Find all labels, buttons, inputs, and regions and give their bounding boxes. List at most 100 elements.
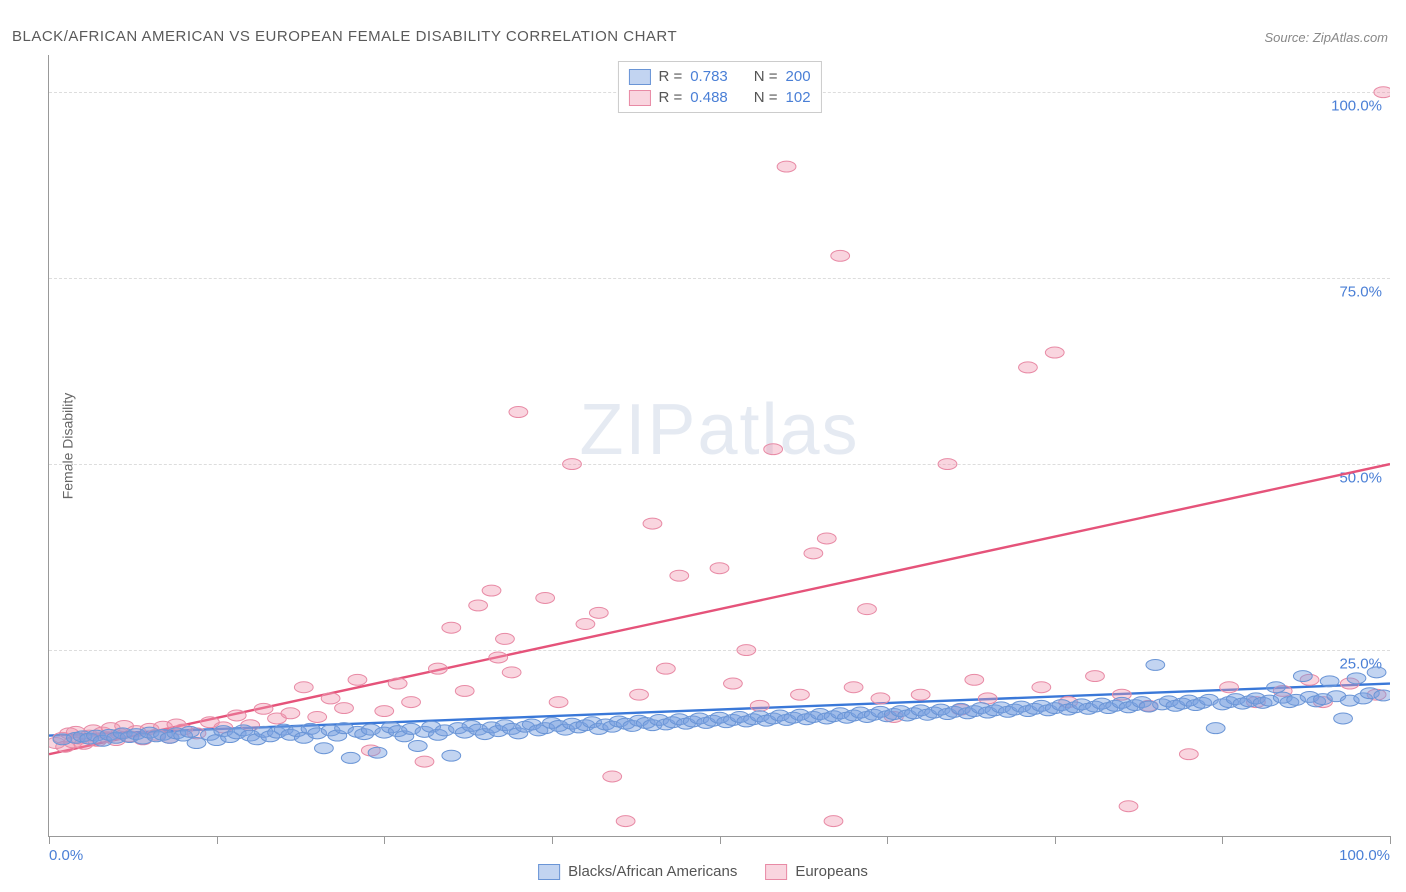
- point-europeans: [308, 712, 327, 723]
- legend-label-blacks: Blacks/African Americans: [568, 863, 737, 880]
- point-europeans: [335, 703, 354, 714]
- point-europeans: [227, 710, 246, 721]
- point-europeans: [643, 518, 662, 529]
- legend-n-blacks: 200: [786, 68, 811, 85]
- legend-swatch-b-europeans: [765, 864, 787, 880]
- point-europeans: [348, 674, 367, 685]
- point-europeans: [469, 600, 488, 611]
- point-blacks: [1320, 676, 1339, 687]
- point-europeans: [1086, 671, 1105, 682]
- point-europeans: [509, 407, 528, 418]
- point-europeans: [254, 703, 273, 714]
- point-europeans: [502, 667, 521, 678]
- point-europeans: [576, 619, 595, 630]
- point-blacks: [442, 750, 461, 761]
- x-tick-label: 0.0%: [49, 847, 83, 864]
- legend-n-label-2: N =: [754, 89, 778, 106]
- point-europeans: [1374, 87, 1390, 98]
- point-blacks: [408, 741, 427, 752]
- legend-row-europeans: R = 0.488 N = 102: [628, 87, 810, 108]
- point-europeans: [616, 816, 635, 827]
- point-blacks: [1367, 667, 1386, 678]
- chart-title: BLACK/AFRICAN AMERICAN VS EUROPEAN FEMAL…: [12, 28, 677, 45]
- point-blacks: [1267, 682, 1286, 693]
- point-europeans: [777, 161, 796, 172]
- legend-n-label: N =: [754, 68, 778, 85]
- x-tick: [384, 836, 385, 844]
- x-tick: [720, 836, 721, 844]
- legend-row-blacks: R = 0.783 N = 200: [628, 66, 810, 87]
- point-europeans: [388, 678, 407, 689]
- point-blacks: [1374, 690, 1390, 701]
- point-europeans: [911, 689, 930, 700]
- point-europeans: [630, 689, 649, 700]
- point-blacks: [1293, 671, 1312, 682]
- source-label: Source: ZipAtlas.com: [1264, 30, 1388, 45]
- point-europeans: [670, 570, 689, 581]
- legend-swatch-blacks: [628, 69, 650, 85]
- point-europeans: [844, 682, 863, 693]
- point-blacks: [368, 747, 387, 758]
- point-europeans: [415, 756, 434, 767]
- x-tick-label: 100.0%: [1339, 847, 1390, 864]
- point-europeans: [938, 459, 957, 470]
- x-tick: [1055, 836, 1056, 844]
- point-blacks: [315, 743, 334, 754]
- point-europeans: [710, 563, 729, 574]
- point-europeans: [965, 674, 984, 685]
- point-europeans: [496, 633, 515, 644]
- legend-swatch-b-blacks: [538, 864, 560, 880]
- point-europeans: [549, 697, 568, 708]
- point-blacks: [187, 738, 206, 749]
- x-tick: [1390, 836, 1391, 844]
- point-europeans: [536, 593, 555, 604]
- point-europeans: [1179, 749, 1198, 760]
- legend-bottom-europeans: Europeans: [765, 863, 868, 880]
- legend-r-europeans: 0.488: [690, 89, 728, 106]
- legend-top: R = 0.783 N = 200 R = 0.488 N = 102: [617, 61, 821, 113]
- point-europeans: [824, 816, 843, 827]
- x-tick: [1222, 836, 1223, 844]
- legend-swatch-europeans: [628, 90, 650, 106]
- point-blacks: [1206, 723, 1225, 734]
- x-tick: [49, 836, 50, 844]
- point-europeans: [1220, 682, 1239, 693]
- legend-r-label-2: R =: [658, 89, 682, 106]
- point-europeans: [1119, 801, 1138, 812]
- legend-r-blacks: 0.783: [690, 68, 728, 85]
- legend-bottom-blacks: Blacks/African Americans: [538, 863, 737, 880]
- point-europeans: [804, 548, 823, 559]
- point-europeans: [831, 250, 850, 261]
- legend-label-europeans: Europeans: [795, 863, 868, 880]
- point-europeans: [603, 771, 622, 782]
- point-europeans: [442, 622, 461, 633]
- point-europeans: [1045, 347, 1064, 358]
- legend-n-europeans: 102: [786, 89, 811, 106]
- point-europeans: [791, 689, 810, 700]
- x-tick: [887, 836, 888, 844]
- point-europeans: [764, 444, 783, 455]
- point-blacks: [341, 752, 360, 763]
- point-europeans: [294, 682, 313, 693]
- point-blacks: [1146, 659, 1165, 670]
- point-europeans: [737, 645, 756, 656]
- point-europeans: [429, 663, 448, 674]
- point-europeans: [321, 693, 340, 704]
- point-europeans: [402, 697, 421, 708]
- point-europeans: [817, 533, 836, 544]
- point-europeans: [724, 678, 743, 689]
- point-blacks: [1347, 673, 1366, 684]
- point-blacks: [180, 726, 199, 737]
- point-blacks: [1334, 713, 1353, 724]
- point-europeans: [589, 607, 608, 618]
- point-europeans: [482, 585, 501, 596]
- point-europeans: [656, 663, 675, 674]
- legend-bottom: Blacks/African Americans Europeans: [538, 863, 868, 880]
- x-tick: [217, 836, 218, 844]
- point-europeans: [1019, 362, 1038, 373]
- scatter-svg: [49, 55, 1390, 836]
- x-tick: [552, 836, 553, 844]
- plot-area: ZIPatlas R = 0.783 N = 200 R = 0.488 N =…: [48, 55, 1390, 837]
- point-europeans: [871, 693, 890, 704]
- point-europeans: [375, 706, 394, 717]
